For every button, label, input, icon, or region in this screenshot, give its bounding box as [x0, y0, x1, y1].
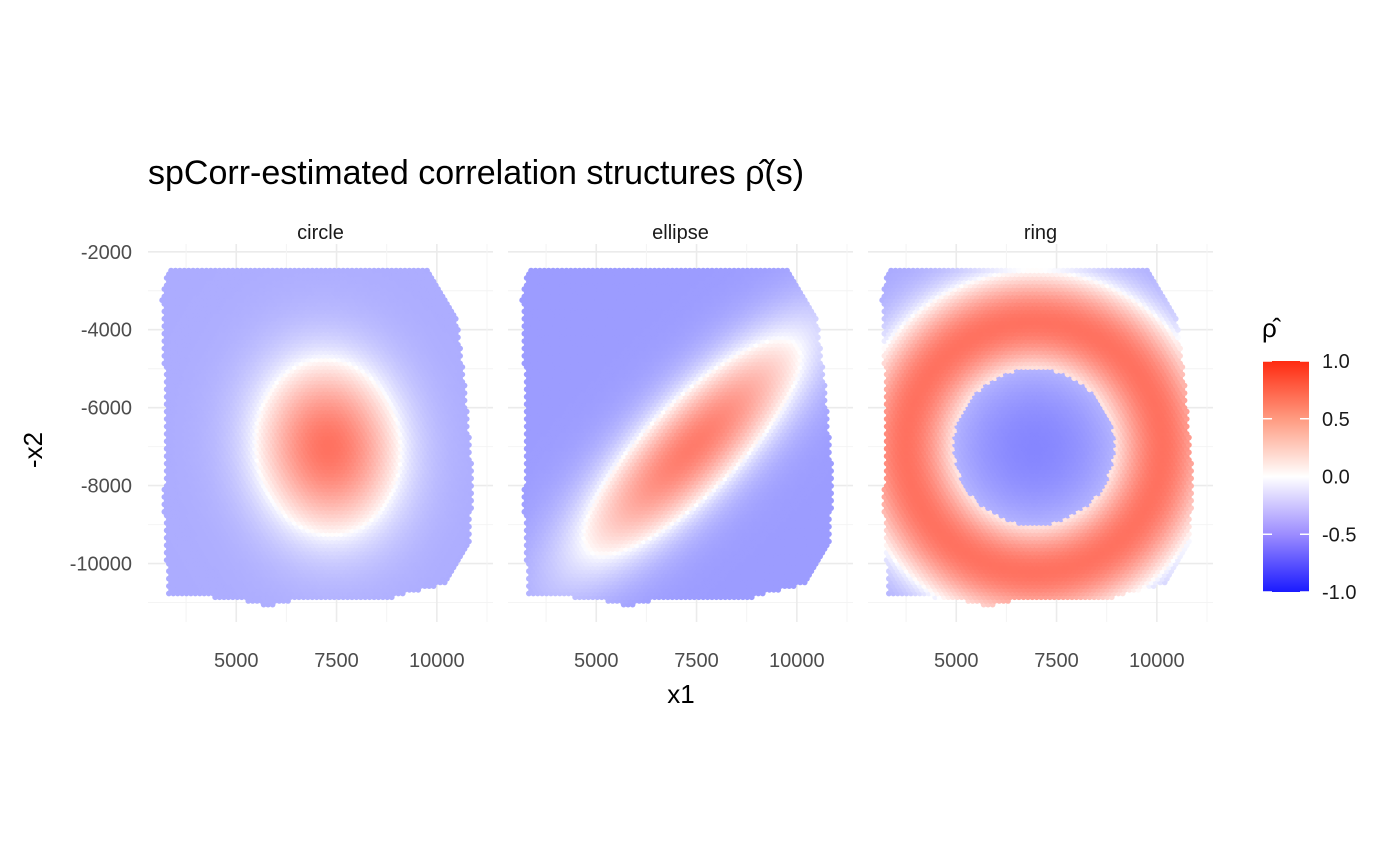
heatmap-spots [159, 267, 474, 608]
chart-title: spCorr-estimated correlation structures … [148, 154, 804, 192]
facet-strip-label: circle [297, 222, 344, 244]
